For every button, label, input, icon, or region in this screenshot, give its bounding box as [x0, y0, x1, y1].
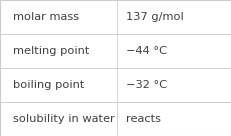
Text: −32 °C: −32 °C [126, 80, 167, 90]
Text: solubility in water: solubility in water [13, 114, 114, 124]
Text: −44 °C: −44 °C [126, 46, 167, 56]
Text: 137 g/mol: 137 g/mol [126, 12, 183, 22]
Bar [0, 0, 231, 34]
Text: reacts: reacts [126, 114, 161, 124]
Bar [0, 68, 231, 102]
Bar [0, 102, 231, 136]
Text: molar mass: molar mass [13, 12, 79, 22]
Text: boiling point: boiling point [13, 80, 84, 90]
Text: melting point: melting point [13, 46, 89, 56]
Bar [0, 34, 231, 68]
